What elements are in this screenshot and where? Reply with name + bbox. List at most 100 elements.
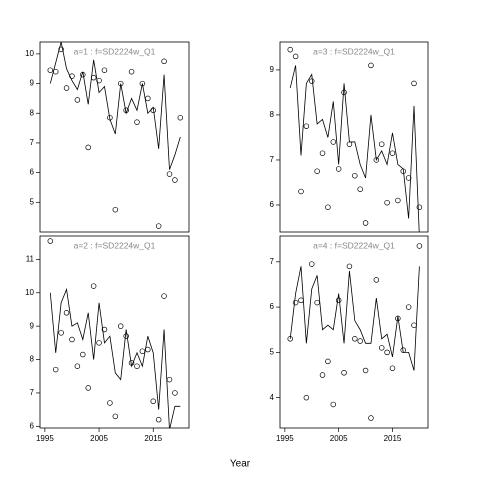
y-tick-label: 7	[30, 138, 35, 147]
fit-line	[289, 65, 420, 232]
point	[303, 123, 310, 129]
point	[96, 340, 102, 346]
x-tick-label: 1995	[36, 434, 54, 443]
point	[139, 80, 146, 87]
y-tick-label: 8	[30, 108, 35, 117]
point	[384, 349, 390, 356]
point	[341, 370, 347, 376]
point	[292, 53, 299, 60]
panel-frame	[39, 41, 190, 233]
y-tick-label: 6	[30, 168, 35, 177]
point	[96, 77, 102, 84]
point	[172, 177, 178, 183]
point	[287, 46, 293, 53]
point	[411, 322, 417, 328]
point	[58, 330, 64, 336]
y-tick-label: 7	[270, 155, 275, 164]
y-tick-label: 5	[270, 347, 275, 356]
point	[405, 175, 412, 181]
point	[63, 310, 70, 316]
point	[150, 398, 156, 405]
point	[314, 299, 320, 306]
point	[400, 168, 406, 174]
point	[63, 85, 70, 91]
point	[134, 119, 140, 125]
y-tick-label: 6	[270, 302, 275, 311]
point	[117, 80, 124, 87]
point	[161, 293, 167, 299]
point	[298, 188, 304, 195]
point	[69, 73, 75, 79]
point	[309, 78, 315, 84]
point	[85, 385, 91, 391]
point	[117, 323, 124, 329]
point	[80, 71, 86, 78]
point	[389, 365, 396, 371]
point	[395, 315, 401, 322]
point	[80, 351, 86, 358]
point	[52, 68, 59, 75]
point	[128, 68, 135, 75]
point	[368, 62, 374, 69]
panel: 4 5 6 7 1995 2005 2015 a=4 : f=SD2224w_Q1	[270, 235, 429, 443]
point	[400, 347, 406, 353]
point	[373, 277, 380, 283]
x-tick-label: 1995	[276, 434, 294, 443]
point	[101, 67, 108, 73]
point	[357, 338, 363, 344]
point	[335, 166, 342, 172]
point	[325, 204, 331, 210]
point	[90, 283, 97, 289]
plot-area	[287, 46, 423, 232]
point	[330, 139, 337, 145]
point	[155, 223, 162, 229]
y-tick-label: 7	[270, 257, 275, 266]
point	[58, 46, 64, 53]
point	[416, 204, 423, 210]
point	[346, 141, 353, 147]
y-tick-label: 5	[30, 197, 35, 206]
plot-area	[47, 42, 184, 229]
y-tick-label: 7	[30, 388, 35, 397]
point	[378, 141, 385, 147]
y-tick-label: 8	[270, 110, 275, 119]
point	[287, 336, 293, 342]
point	[107, 114, 113, 121]
point	[155, 416, 162, 423]
panel-title: a=2 : f=SD2224w_Q1	[74, 240, 156, 250]
panel-frame	[39, 235, 190, 429]
point	[90, 74, 97, 81]
y-tick-label: 9	[30, 321, 35, 330]
point	[395, 197, 401, 204]
point	[416, 243, 423, 249]
point	[319, 372, 326, 378]
x-axis-label: Year	[230, 459, 251, 470]
point	[161, 58, 167, 65]
plot-area	[287, 243, 423, 421]
fit-line	[49, 287, 181, 428]
panel-title: a=3 : f=SD2224w_Q1	[313, 46, 395, 56]
point	[74, 97, 81, 103]
point	[166, 376, 173, 383]
point	[405, 304, 412, 310]
point	[335, 297, 342, 304]
panel-frame	[279, 235, 429, 429]
y-tick-label: 10	[25, 49, 34, 58]
point	[357, 186, 363, 192]
point	[177, 114, 184, 121]
x-tick-label: 2015	[144, 434, 162, 443]
point	[107, 400, 113, 406]
point	[362, 367, 369, 374]
point	[346, 263, 353, 270]
point	[411, 80, 417, 87]
point	[384, 199, 390, 206]
point	[298, 297, 304, 304]
point	[123, 107, 129, 114]
point	[47, 238, 54, 244]
y-tick-label: 6	[270, 200, 275, 209]
point	[378, 345, 385, 351]
x-tick-label: 2015	[384, 434, 402, 443]
point	[134, 363, 140, 369]
panel: 6 7 8 9 a=3 : f=SD2224w_Q1	[270, 41, 429, 233]
